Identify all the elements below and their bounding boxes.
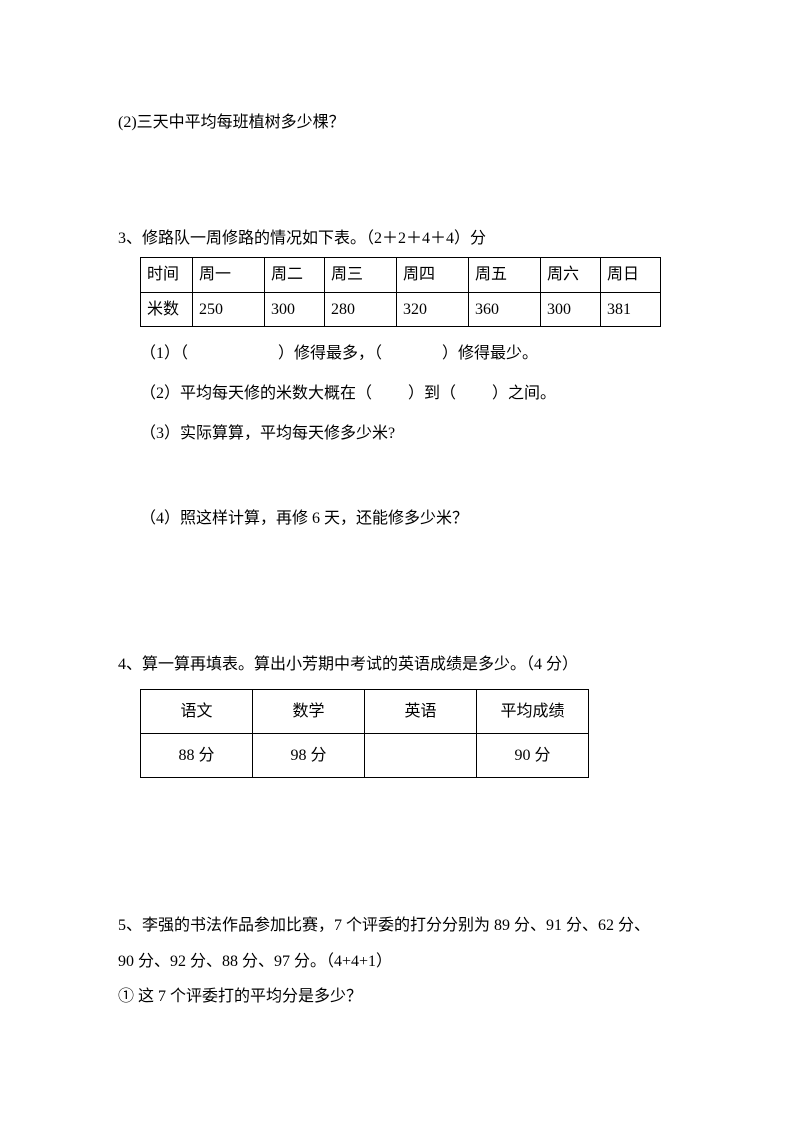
question-2-sub2: (2)三天中平均每班植树多少棵？ (118, 110, 690, 136)
cell: 320 (397, 292, 469, 327)
cell: 300 (265, 292, 325, 327)
cell: 英语 (365, 690, 477, 734)
q5-line1: 5、李强的书法作品参加比赛，7 个评委的打分分别为 89 分、91 分、62 分… (118, 908, 690, 943)
cell: 周四 (397, 258, 469, 293)
question-5: 5、李强的书法作品参加比赛，7 个评委的打分分别为 89 分、91 分、62 分… (118, 908, 690, 1014)
cell: 周一 (193, 258, 265, 293)
table-row: 米数 250 300 280 320 360 300 381 (141, 292, 661, 327)
cell (365, 734, 477, 778)
q5-line2: 90 分、92 分、88 分、97 分。（4+4+1） (118, 944, 690, 979)
q4-table: 语文 数学 英语 平均成绩 88 分 98 分 90 分 (140, 689, 589, 778)
cell: 米数 (141, 292, 193, 327)
table-row: 88 分 98 分 90 分 (141, 734, 589, 778)
cell: 周六 (541, 258, 601, 293)
cell: 周日 (601, 258, 661, 293)
cell: 98 分 (253, 734, 365, 778)
cell: 时间 (141, 258, 193, 293)
question-4-title: 4、算一算再填表。算出小芳期中考试的英语成绩是多少。（4 分） (118, 652, 690, 678)
text: ）到（ (408, 385, 456, 402)
text: ）修得最多，（ (278, 345, 382, 362)
cell: 90 分 (477, 734, 589, 778)
text: （1）（ (140, 345, 188, 362)
text: ）修得最少。 (442, 345, 538, 362)
cell: 平均成绩 (477, 690, 589, 734)
cell: 88 分 (141, 734, 253, 778)
q4-title-text: 4、算一算再填表。算出小芳期中考试的英语成绩是多少。（4 分） (118, 656, 578, 673)
cell: 360 (469, 292, 541, 327)
cell: 周五 (469, 258, 541, 293)
text: ）之间。 (492, 385, 556, 402)
table-row: 时间 周一 周二 周三 周四 周五 周六 周日 (141, 258, 661, 293)
table-row: 语文 数学 英语 平均成绩 (141, 690, 589, 734)
question-3-title: 3、修路队一周修路的情况如下表。（2＋2＋4＋4）分 (118, 226, 690, 252)
q2-text: (2)三天中平均每班植树多少棵？ (118, 114, 345, 131)
q3-sub2: （2）平均每天修的米数大概在（ ）到（ ）之间。 (140, 381, 690, 407)
cell: 周三 (325, 258, 397, 293)
text: （4）照这样计算，再修 6 天，还能修多少米？ (140, 510, 468, 527)
text: （2）平均每天修的米数大概在（ (140, 385, 372, 402)
cell: 280 (325, 292, 397, 327)
cell: 300 (541, 292, 601, 327)
q3-title-text: 3、修路队一周修路的情况如下表。（2＋2＋4＋4）分 (118, 230, 486, 247)
cell: 250 (193, 292, 265, 327)
q3-sub3: （3）实际算算，平均每天修多少米? (140, 421, 690, 447)
cell: 数学 (253, 690, 365, 734)
q3-sub4: （4）照这样计算，再修 6 天，还能修多少米？ (140, 506, 690, 532)
q3-table: 时间 周一 周二 周三 周四 周五 周六 周日 米数 250 300 280 3… (140, 257, 661, 327)
cell: 周二 (265, 258, 325, 293)
cell: 381 (601, 292, 661, 327)
cell: 语文 (141, 690, 253, 734)
text: （3）实际算算，平均每天修多少米? (140, 425, 395, 442)
q3-sub1: （1）（ ）修得最多，（ ）修得最少。 (140, 341, 690, 367)
q5-sub1: ① 这 7 个评委打的平均分是多少？ (118, 979, 690, 1014)
